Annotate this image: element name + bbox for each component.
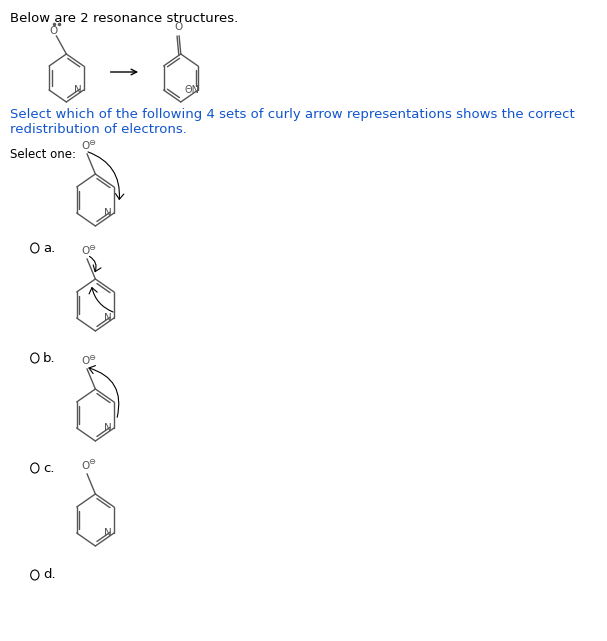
Text: ⊖: ⊖: [89, 242, 95, 251]
Text: O: O: [50, 26, 58, 36]
FancyArrowPatch shape: [88, 152, 124, 199]
Text: Select one:: Select one:: [10, 148, 76, 161]
Text: c.: c.: [43, 462, 55, 474]
FancyArrowPatch shape: [89, 288, 113, 312]
Text: ⊖: ⊖: [89, 138, 95, 147]
Text: ⊖: ⊖: [89, 353, 95, 362]
Text: Select which of the following 4 sets of curly arrow representations shows the co: Select which of the following 4 sets of …: [10, 108, 575, 136]
Text: ΘN: ΘN: [185, 85, 200, 95]
Text: O: O: [174, 22, 183, 32]
Text: O: O: [81, 356, 90, 366]
Text: a.: a.: [43, 242, 55, 254]
Text: N: N: [104, 423, 111, 433]
Text: O: O: [81, 141, 90, 151]
Text: d.: d.: [43, 569, 56, 581]
Text: b.: b.: [43, 351, 56, 365]
Text: N: N: [104, 208, 111, 218]
Text: O: O: [81, 461, 90, 471]
FancyArrowPatch shape: [89, 365, 119, 417]
Text: O: O: [81, 246, 90, 256]
Text: ⊖: ⊖: [89, 458, 95, 467]
Text: N: N: [104, 313, 111, 323]
Text: Below are 2 resonance structures.: Below are 2 resonance structures.: [10, 12, 238, 25]
Text: N: N: [74, 85, 82, 95]
FancyArrowPatch shape: [89, 256, 101, 272]
Text: N: N: [104, 528, 111, 538]
